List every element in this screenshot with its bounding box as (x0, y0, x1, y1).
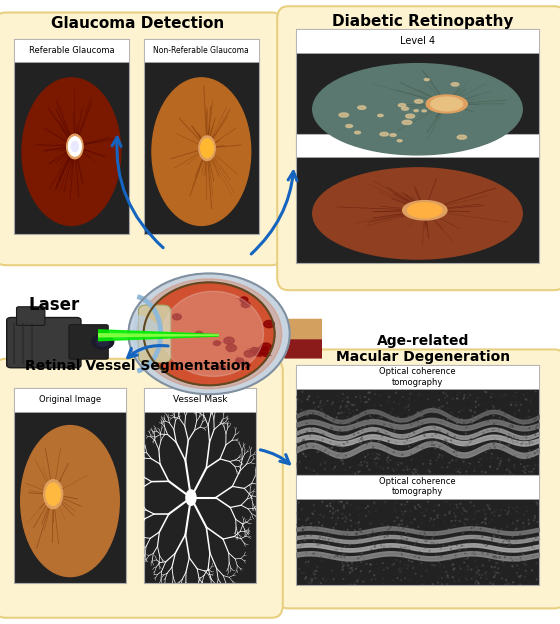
Text: Age-related
Macular Degeneration: Age-related Macular Degeneration (336, 334, 510, 364)
FancyBboxPatch shape (296, 475, 539, 585)
FancyBboxPatch shape (144, 39, 259, 62)
Text: Referable Glaucoma: Referable Glaucoma (29, 46, 114, 55)
Text: Vessel Mask: Vessel Mask (172, 396, 227, 404)
FancyBboxPatch shape (277, 6, 560, 290)
Text: Level 4: Level 4 (400, 36, 435, 46)
FancyBboxPatch shape (144, 39, 259, 234)
FancyBboxPatch shape (277, 349, 560, 608)
FancyBboxPatch shape (296, 29, 539, 53)
FancyBboxPatch shape (296, 134, 539, 157)
FancyBboxPatch shape (144, 388, 256, 583)
FancyBboxPatch shape (296, 475, 539, 499)
Text: Laser: Laser (28, 296, 80, 313)
FancyBboxPatch shape (0, 359, 283, 618)
FancyBboxPatch shape (14, 39, 129, 62)
Text: Retinal Vessel Segmentation: Retinal Vessel Segmentation (25, 359, 250, 373)
FancyBboxPatch shape (0, 12, 283, 265)
Text: Non-Referable Glaucoma: Non-Referable Glaucoma (153, 46, 249, 55)
FancyBboxPatch shape (296, 29, 539, 159)
FancyBboxPatch shape (14, 388, 126, 412)
Text: Glaucoma Detection: Glaucoma Detection (50, 16, 224, 31)
Text: Original Image: Original Image (39, 396, 101, 404)
FancyBboxPatch shape (14, 39, 129, 234)
FancyBboxPatch shape (296, 365, 539, 475)
FancyBboxPatch shape (14, 388, 126, 583)
Text: Level 0: Level 0 (400, 140, 435, 150)
Text: Optical coherence
tomography: Optical coherence tomography (379, 477, 456, 497)
Text: Diabetic Retinopathy: Diabetic Retinopathy (332, 14, 514, 29)
FancyBboxPatch shape (144, 388, 256, 412)
FancyBboxPatch shape (296, 365, 539, 389)
Text: Optical coherence
tomography: Optical coherence tomography (379, 367, 456, 387)
FancyBboxPatch shape (296, 134, 539, 263)
